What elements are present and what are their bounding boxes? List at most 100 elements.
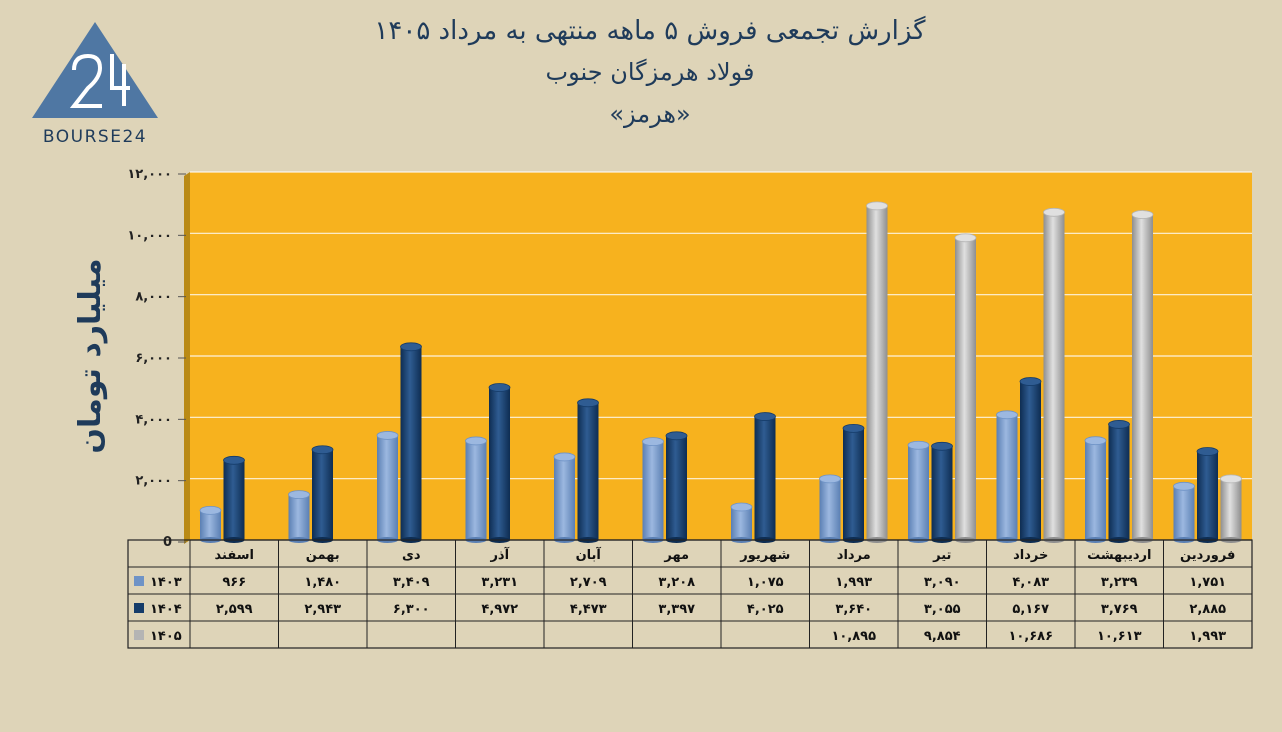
plot-side-wall [184,172,190,544]
x-tick-label: فروردین [1180,548,1235,563]
data-label: ۴,۰۲۵ [747,602,784,617]
data-label: ۳,۳۹۷ [658,602,695,617]
bar-body [642,441,664,540]
legend-label: ۱۴۰۵ [150,629,182,644]
bar-body [577,402,599,540]
bar-body [312,449,333,540]
bar-body [866,205,888,541]
data-label: ۹۶۶ [222,575,246,590]
bar-cap [866,201,888,211]
bar-body [200,510,221,540]
bar-body [377,435,398,540]
bar-cap [553,452,576,462]
bar-body [1220,478,1242,540]
y-tick-label: ۱۰,۰۰۰ [127,228,172,243]
y-tick-label: ۱۲,۰۰۰ [127,167,172,182]
bar-cap [288,490,310,500]
data-label: ۳,۴۰۹ [393,575,430,590]
data-label: ۲,۹۴۳ [304,602,341,617]
bar [1173,481,1195,543]
bar [842,423,865,543]
bar-body [1132,214,1153,540]
y-tick-label: ۴,۰۰۰ [135,412,172,427]
data-label: ۵,۱۶۷ [1012,602,1049,617]
x-tick-label: دی [402,548,421,563]
data-label: ۲,۸۸۵ [1189,602,1226,617]
bar [642,437,664,543]
x-tick-label: شهریور [739,548,790,563]
x-tick-label: تیر [932,548,951,563]
bar-cap [1196,447,1219,456]
data-label: ۲,۷۰۹ [570,575,607,590]
data-label: ۴,۴۷۳ [570,602,607,617]
logo-text: BOURSE24 [43,127,147,147]
bar [1196,447,1219,543]
data-label: ۴,۹۷۲ [481,602,518,617]
data-label: ۳,۰۵۵ [924,602,961,617]
bar-body [908,445,929,540]
bar [730,502,753,543]
y-tick-label: ۲,۰۰۰ [135,474,172,489]
bar-body [731,507,752,540]
bar-cap [1084,436,1107,446]
bar [665,431,688,543]
bar-body [843,428,864,540]
data-label: ۱,۰۷۵ [747,575,784,590]
bar-cap [1173,481,1195,491]
x-tick-label: آذر [489,546,509,563]
legend-swatch [134,603,144,613]
bar-cap [1220,474,1242,484]
x-tick-label: اسفند [215,548,254,563]
bar-cap [1043,207,1065,217]
legend-label: ۱۴۰۴ [150,602,182,617]
bar [1084,436,1107,543]
bar [1019,377,1042,543]
bar [819,474,841,543]
data-label: ۹,۸۵۴ [924,629,961,644]
data-label: ۳,۲۳۱ [481,575,518,590]
bar-body [1173,486,1195,540]
bar [907,440,930,543]
data-label: ۳,۰۹۰ [924,575,961,590]
bar [376,431,399,543]
bar-body [554,456,575,540]
bar-body [1085,440,1106,540]
bar-cap [819,474,841,484]
bar-body [1108,424,1130,540]
legend-swatch [134,630,144,640]
bar [223,455,245,543]
bar [1220,474,1242,543]
bar-cap [954,233,977,243]
bar-body [1197,451,1218,540]
bar-cap [1131,210,1154,219]
chart-subtitle: فولاد هرمزگان جنوب [545,58,755,86]
data-label: ۱,۹۹۳ [835,575,872,590]
bar-cap [1108,420,1130,429]
legend-swatch [134,576,144,586]
x-tick-label: خرداد [1013,548,1048,563]
bar [996,410,1018,543]
bar [754,412,776,543]
x-tick-label: اردیبهشت [1087,548,1151,563]
data-label: ۳,۷۶۹ [1101,602,1138,617]
x-tick-label: آبان [576,546,602,563]
bar-cap [842,423,865,433]
bar-body [465,440,487,540]
bar [311,445,334,543]
bar-cap [642,437,664,447]
data-label: ۶,۳۰۰ [393,602,430,617]
logo-digit-2 [69,53,103,108]
bar-body [955,237,976,540]
y-axis-label: میلیارد تومان [73,258,108,453]
chart-symbol: «هرمز» [609,100,691,128]
x-tick-label: مرداد [837,548,871,563]
bar-cap [996,410,1018,420]
bar [931,441,953,543]
data-label: ۲,۵۹۹ [216,602,253,617]
logo-digit-4 [110,54,130,106]
bar-cap [400,342,422,352]
bar-cap [488,383,511,392]
bar [577,398,599,543]
data-label: ۳,۶۴۰ [835,602,872,617]
